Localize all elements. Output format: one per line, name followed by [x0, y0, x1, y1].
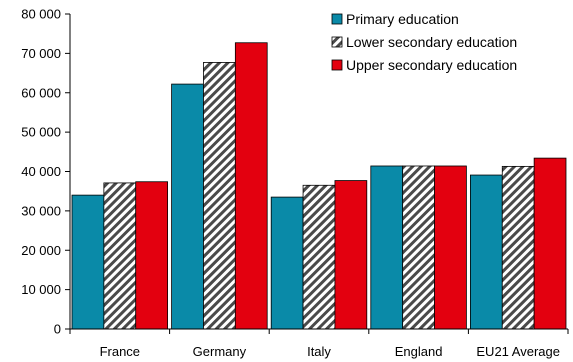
y-axis: 0 10 000 20 000 30 000 40 000 50 000 60 000 70 … [21, 7, 71, 337]
bars [71, 42, 567, 330]
legend-label: Primary education [346, 11, 459, 27]
y-tick-label: 50 000 [21, 125, 61, 140]
bar-eu21-average-series-2 [533, 157, 567, 330]
legend-swatch [331, 59, 343, 71]
legend-label: Lower secondary education [346, 34, 517, 50]
bar-france-series-0 [71, 194, 105, 330]
bar-england-series-1 [402, 165, 435, 330]
bar-italy-series-2 [334, 180, 368, 330]
y-tick-label: 0 [54, 322, 61, 337]
bar-eu21-average-series-0 [469, 174, 503, 330]
x-category-label: France [100, 344, 140, 359]
legend-swatch [331, 36, 343, 48]
legend: Primary education Lower secondary educati… [331, 11, 517, 73]
x-axis: France Germany Italy England EU21 Average [69, 328, 569, 359]
legend-swatch [331, 13, 343, 25]
bar-eu21-average-series-1 [501, 165, 535, 330]
y-tick-label: 30 000 [21, 203, 61, 218]
bar-italy-series-0 [270, 196, 304, 330]
bar-germany-series-1 [203, 62, 236, 330]
bar-england-series-0 [370, 165, 404, 330]
legend-label: Upper secondary education [346, 57, 517, 73]
x-category-label: England [395, 344, 443, 359]
x-category-label: EU21 Average [476, 344, 560, 359]
bar-england-series-2 [434, 165, 467, 330]
bar-germany-series-2 [234, 42, 268, 330]
bar-italy-series-1 [302, 184, 336, 330]
y-tick-label: 10 000 [21, 282, 61, 297]
y-tick-label: 80 000 [21, 7, 61, 22]
y-tick-label: 40 000 [21, 164, 61, 179]
bar-france-series-2 [135, 181, 169, 330]
y-tick-label: 70 000 [21, 46, 61, 61]
y-tick-label: 60 000 [21, 85, 61, 100]
x-category-label: Italy [307, 344, 331, 359]
bar-germany-series-0 [171, 83, 204, 330]
x-category-label: Germany [193, 344, 247, 359]
y-tick-label: 20 000 [21, 243, 61, 258]
bar-france-series-1 [103, 182, 137, 330]
